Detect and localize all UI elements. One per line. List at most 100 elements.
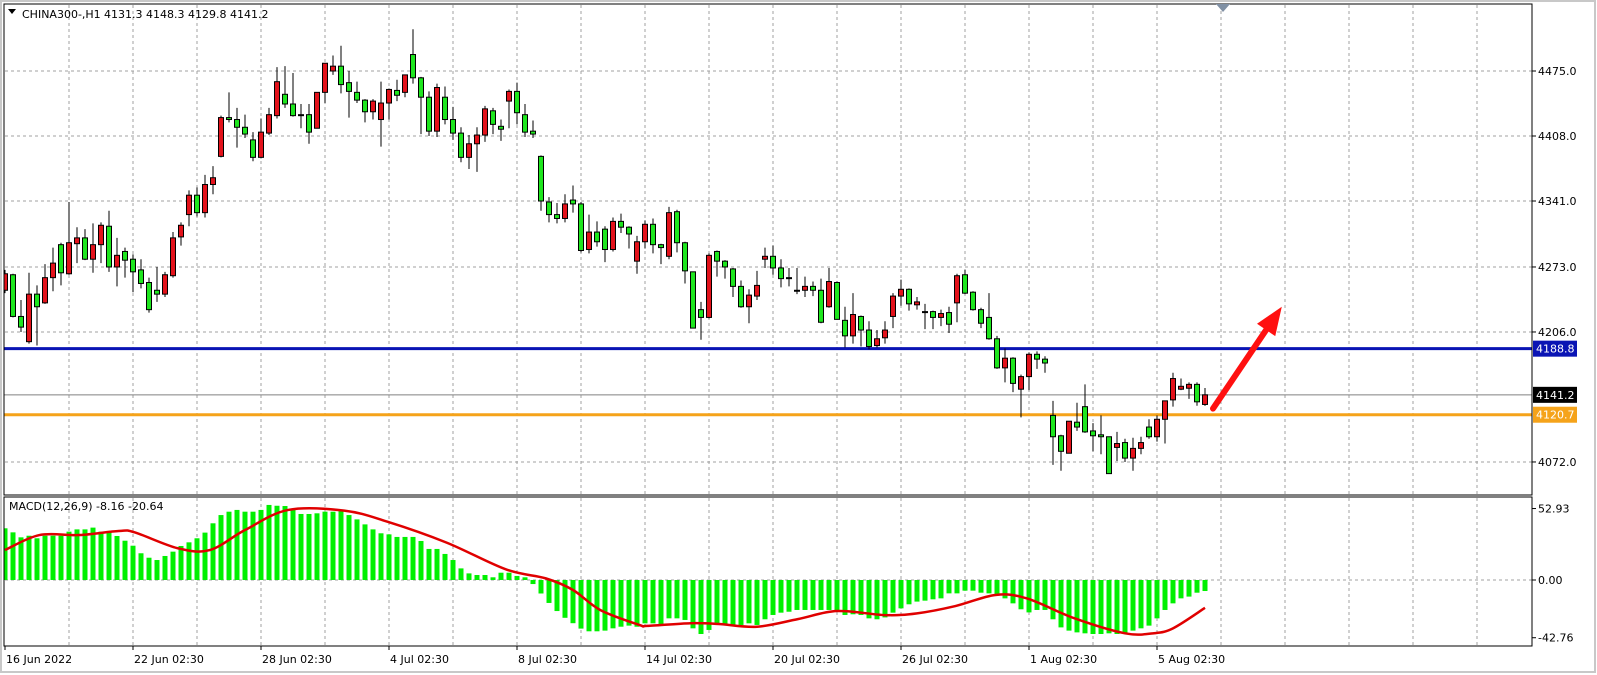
candle-body xyxy=(1034,353,1040,360)
candle-body xyxy=(714,250,720,262)
candle-body xyxy=(786,277,792,280)
macd-histogram-bar xyxy=(1138,580,1144,629)
macd-panel-frame xyxy=(3,496,1533,647)
horizontal-lines[interactable] xyxy=(4,347,1532,417)
macd-histogram-bar xyxy=(978,580,984,593)
candle-down xyxy=(1146,419,1152,439)
candle-body xyxy=(866,329,872,348)
macd-histogram-bar xyxy=(738,580,744,625)
macd-histogram-bar xyxy=(90,527,96,580)
candle-up xyxy=(66,201,72,275)
candle-body xyxy=(842,319,848,337)
candle-body xyxy=(90,244,96,260)
candle-body xyxy=(186,194,192,216)
macd-histogram-bar xyxy=(610,580,616,629)
chart-shift-marker-icon[interactable] xyxy=(1216,4,1230,12)
macd-histogram-bar xyxy=(1114,580,1120,634)
candle-up xyxy=(314,91,320,129)
candle-down xyxy=(546,197,552,223)
macd-histogram-bar xyxy=(1106,580,1112,634)
candle-body xyxy=(354,91,360,101)
candle-body xyxy=(594,231,600,243)
candle-body xyxy=(418,77,424,98)
candle-body xyxy=(906,288,912,305)
candle-body xyxy=(602,228,608,251)
candle-body xyxy=(10,274,16,317)
trend-arrow[interactable] xyxy=(1210,306,1282,412)
candle-body xyxy=(1162,400,1168,420)
candle-body xyxy=(754,284,760,297)
candle-down xyxy=(906,288,912,311)
candle-body xyxy=(586,231,592,251)
candle-body xyxy=(770,255,776,269)
arrow-shaft[interactable] xyxy=(1210,326,1270,412)
candle-up xyxy=(754,270,760,300)
macd-histogram-bar xyxy=(554,580,560,612)
macd-histogram-bar xyxy=(946,580,952,594)
candle-up xyxy=(274,67,280,119)
candle-body xyxy=(858,315,864,331)
candle-body xyxy=(890,295,896,317)
candle-down xyxy=(570,185,576,213)
macd-histogram-bar xyxy=(1010,580,1016,604)
candle-body xyxy=(1130,447,1136,459)
macd-histogram-bar xyxy=(994,580,1000,596)
candle-down xyxy=(306,103,312,144)
candle-body xyxy=(290,103,296,117)
candle-down xyxy=(282,66,288,108)
macd-histogram-bar xyxy=(290,509,296,580)
candle-body xyxy=(298,114,304,117)
candle-down xyxy=(242,114,248,138)
candle-body xyxy=(450,119,456,134)
candle-down xyxy=(10,273,16,318)
macd-histogram-bar xyxy=(146,557,152,580)
candle-down xyxy=(1074,402,1080,431)
macd-histogram-bar xyxy=(434,548,440,580)
candle-up xyxy=(178,222,184,246)
candle-up xyxy=(762,247,768,268)
candle-down xyxy=(1050,400,1056,465)
candle-body xyxy=(722,260,728,268)
triangle-down-icon[interactable] xyxy=(8,9,16,14)
candle-down xyxy=(522,103,528,137)
macd-histogram-bar xyxy=(1170,580,1176,604)
arrow-head-icon[interactable] xyxy=(1257,306,1282,337)
candle-up xyxy=(378,81,384,147)
candle-body xyxy=(810,285,816,291)
macd-histogram-bar xyxy=(650,580,656,624)
candle-down xyxy=(658,243,664,265)
bid-line-price-label: 4141.2 xyxy=(1536,389,1575,402)
candle-down xyxy=(1034,351,1040,369)
candle-up xyxy=(218,115,224,158)
macd-histogram-bar xyxy=(178,545,184,580)
candle-down xyxy=(994,335,1000,369)
macd-histogram-bar xyxy=(834,580,840,611)
candle-up xyxy=(90,223,96,273)
candle-body xyxy=(394,89,400,96)
candle-down xyxy=(498,119,504,141)
candle-body xyxy=(1002,357,1008,369)
macd-histogram-bar xyxy=(706,580,712,630)
macd-histogram-bar xyxy=(882,580,888,618)
macd-histogram-bar xyxy=(1002,580,1008,599)
candle-body xyxy=(330,65,336,72)
time-tick-label: 4 Jul 02:30 xyxy=(390,653,449,666)
macd-histogram-bar xyxy=(826,580,832,610)
macd-tick-label: 0.00 xyxy=(1538,574,1563,587)
macd-histogram-bar xyxy=(514,575,520,580)
candle-body xyxy=(962,274,968,294)
macd-histogram-bar xyxy=(362,524,368,580)
candle-body xyxy=(194,194,200,214)
candle-down xyxy=(858,315,864,347)
candle-up xyxy=(746,289,752,324)
candle-body xyxy=(282,93,288,105)
candle-body xyxy=(1026,353,1032,378)
macd-histogram-bar xyxy=(530,580,536,585)
macd-histogram-bar xyxy=(786,580,792,612)
macd-histogram-bar xyxy=(1178,580,1184,599)
candle-up xyxy=(1138,436,1144,455)
candle-down xyxy=(650,218,656,254)
macd-histogram-bar xyxy=(794,580,800,610)
candle-down xyxy=(458,127,464,163)
